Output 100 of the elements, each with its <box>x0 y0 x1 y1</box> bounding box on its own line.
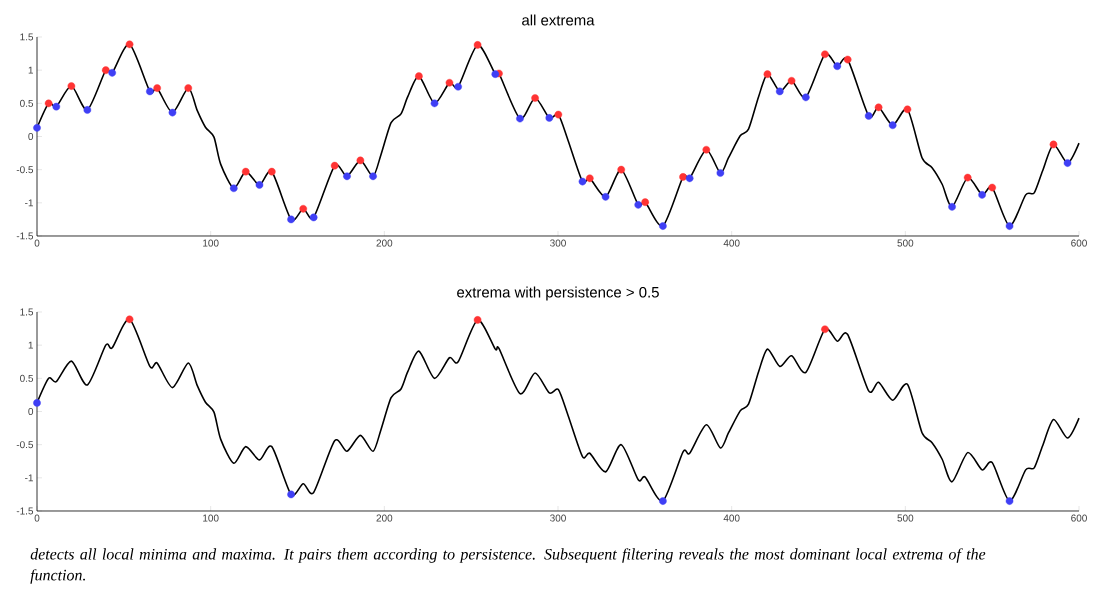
y-tick-label: 1 <box>28 66 33 74</box>
point <box>641 198 649 206</box>
point <box>874 103 883 112</box>
point <box>659 222 667 230</box>
y-tick-label: -1 <box>25 474 33 482</box>
point <box>287 490 295 499</box>
point <box>125 40 134 49</box>
y-tick-label: 0.5 <box>20 374 34 382</box>
y-tick-label: 0 <box>28 132 34 141</box>
point <box>988 183 996 192</box>
y-tick-label: 1.5 <box>20 33 34 41</box>
point <box>702 145 711 154</box>
point <box>268 167 276 176</box>
point <box>454 82 462 91</box>
x-tick-label: 300 <box>550 239 566 247</box>
point <box>33 399 41 407</box>
point <box>659 497 667 505</box>
x-tick-label: 600 <box>1071 514 1087 522</box>
point <box>763 70 772 78</box>
point <box>356 156 365 165</box>
point <box>578 177 587 186</box>
y-tick-label: -0.5 <box>16 166 34 174</box>
point <box>229 184 238 193</box>
x-tick-label: 400 <box>723 514 740 522</box>
x-tick-label: 400 <box>723 239 740 247</box>
point <box>531 94 539 102</box>
point <box>802 93 810 102</box>
point <box>787 76 796 85</box>
point <box>146 87 154 96</box>
point <box>634 201 643 209</box>
point <box>1005 497 1014 505</box>
point <box>255 181 264 189</box>
point <box>309 213 318 222</box>
point <box>343 172 351 181</box>
x-tick-label: 0 <box>34 514 40 522</box>
point <box>67 82 76 90</box>
point <box>716 169 725 177</box>
point <box>299 205 308 213</box>
point <box>679 173 687 181</box>
point <box>833 62 842 70</box>
point <box>516 114 524 123</box>
x-tick-label: 600 <box>1071 239 1087 247</box>
point <box>601 193 610 201</box>
point <box>125 315 134 324</box>
x-tick-label: 500 <box>897 239 914 247</box>
chart-title: all extrema <box>522 14 595 26</box>
point <box>864 112 873 120</box>
point <box>415 72 423 80</box>
point <box>948 203 956 211</box>
point <box>153 84 161 92</box>
point <box>33 124 41 132</box>
point <box>685 174 694 183</box>
text: detects all local minima and maxima. It pairs them according to persistence. Subsequent filtering reveals the most dominant local extrema of the function. <box>30 548 986 584</box>
x-tick-label: 200 <box>376 239 393 247</box>
point <box>978 191 986 199</box>
x-tick-label: 500 <box>897 514 914 522</box>
point <box>83 106 92 114</box>
point <box>1063 159 1072 167</box>
point <box>821 50 829 59</box>
y-tick-label: -1.5 <box>16 507 34 515</box>
point <box>903 105 912 114</box>
y-tick-label: -0.5 <box>16 441 34 449</box>
point <box>821 325 829 334</box>
x-tick-label: 0 <box>34 239 40 247</box>
y-tick-label: -1 <box>25 199 33 207</box>
point <box>585 174 594 183</box>
chart-title: extrema with persistence > 0.5 <box>457 286 659 301</box>
point <box>545 114 554 122</box>
y-tick-label: -1.5 <box>16 232 34 240</box>
point <box>108 69 116 77</box>
point <box>101 66 110 74</box>
point <box>168 108 177 117</box>
point <box>241 167 250 176</box>
point <box>491 70 500 78</box>
point <box>473 41 482 49</box>
point <box>287 215 295 224</box>
point <box>843 55 852 64</box>
point <box>1049 140 1058 149</box>
point <box>775 87 784 96</box>
x-tick-label: 300 <box>550 514 566 522</box>
y-tick-label: 1 <box>28 341 33 349</box>
y-tick-label: 0 <box>28 407 34 416</box>
point <box>184 84 193 92</box>
x-tick-label: 100 <box>203 514 219 522</box>
point <box>330 161 339 170</box>
point <box>52 102 61 111</box>
point <box>554 110 563 119</box>
point <box>445 78 454 87</box>
point <box>617 165 626 174</box>
point <box>1005 222 1014 230</box>
point <box>430 99 439 108</box>
y-tick-label: 0.5 <box>20 99 34 107</box>
x-tick-label: 200 <box>376 514 393 522</box>
point <box>44 99 53 108</box>
y-tick-label: 1.5 <box>20 308 34 316</box>
point <box>888 121 897 130</box>
x-tick-label: 100 <box>203 239 219 247</box>
point <box>963 173 972 182</box>
point <box>369 172 377 181</box>
point <box>473 316 482 324</box>
